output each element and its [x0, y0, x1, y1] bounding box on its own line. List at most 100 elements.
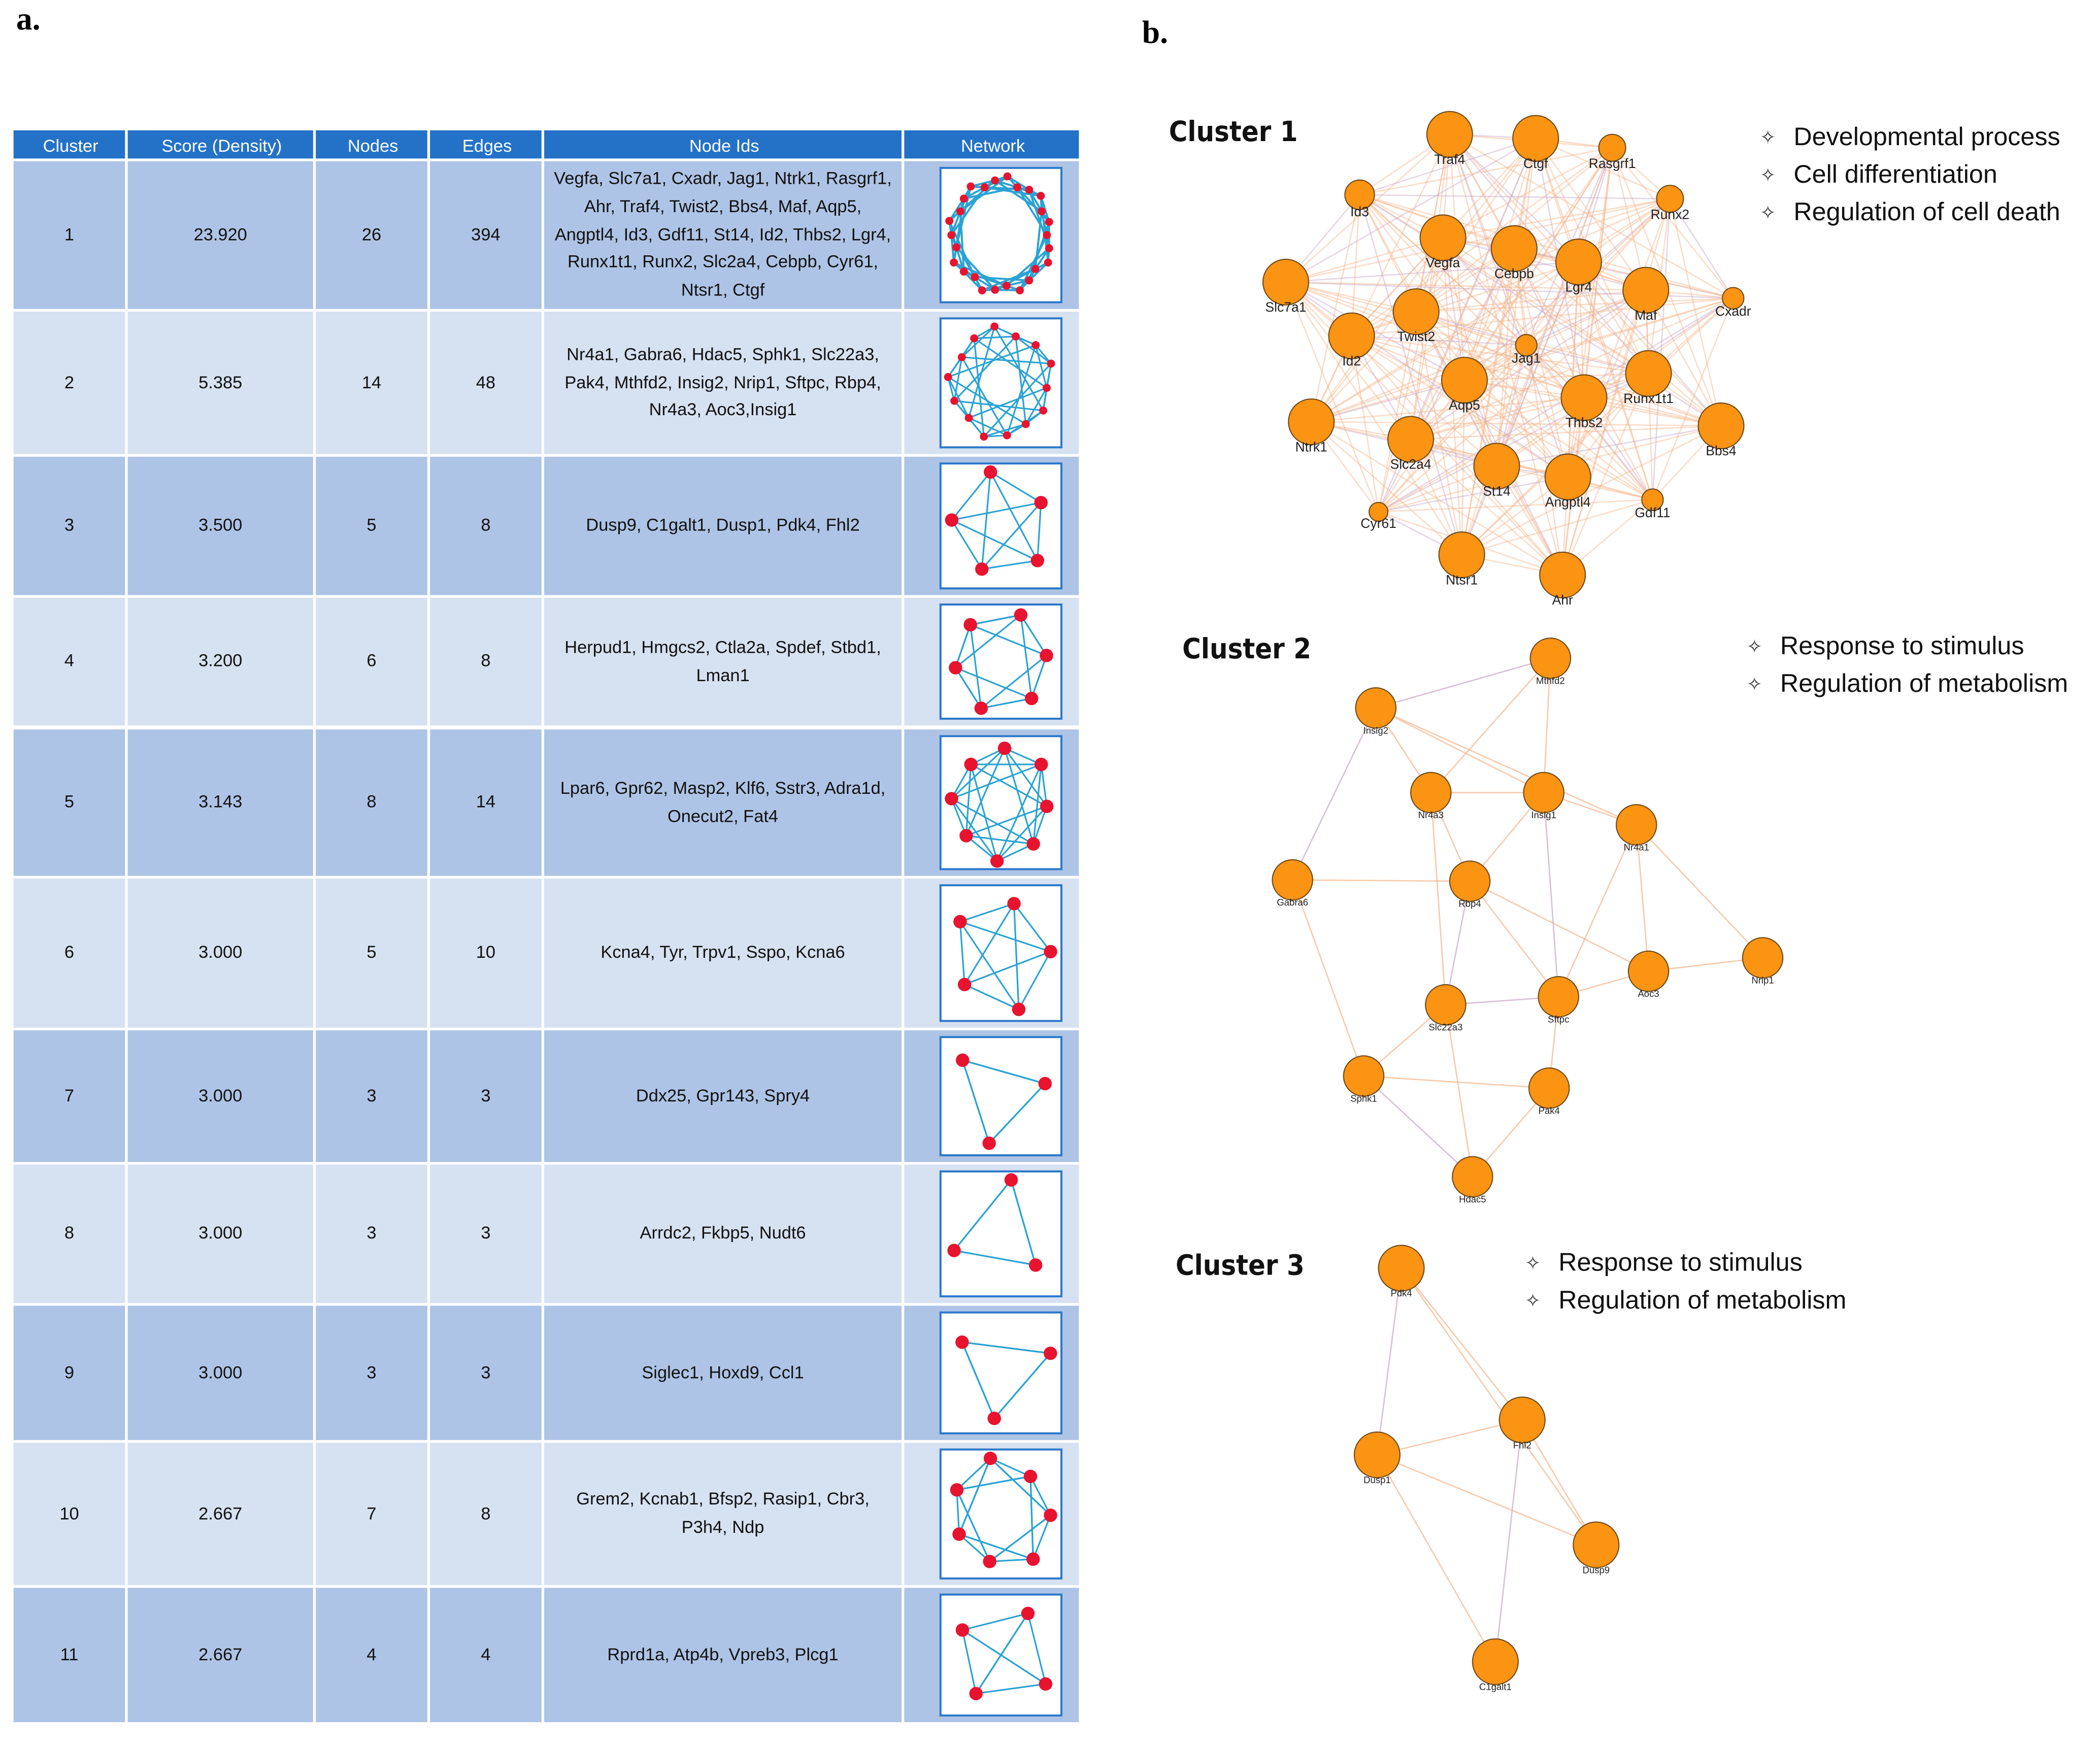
table-cell — [13, 878, 125, 1028]
network-edge — [1410, 397, 1584, 440]
table-cell — [544, 1164, 902, 1303]
thumb-edge — [966, 834, 1034, 845]
network-edge — [1496, 261, 1580, 466]
network-edge — [1359, 194, 1670, 200]
cell-box: Lpar6, Gpr62, Masp2, Klf6, Sstr3, Adra1d… — [560, 778, 886, 826]
network-edge — [1375, 707, 1544, 793]
thumb-node — [945, 217, 954, 225]
thumb-edge — [961, 356, 1008, 436]
network-edge — [1359, 194, 1527, 346]
thumb-node — [1003, 172, 1012, 181]
thumb-edge — [1032, 764, 1042, 844]
cell-text: Kcna4, Tyr, Trpv1, Sspo, Kcna6 — [601, 942, 845, 962]
thumb-node — [955, 1053, 970, 1067]
cell-text: 6 — [64, 942, 75, 962]
network-node — [1573, 1521, 1620, 1568]
thumb-edge — [1020, 614, 1047, 656]
table-cell — [430, 161, 542, 309]
cell-box: 5 — [366, 515, 376, 535]
thumb-edge — [948, 198, 965, 222]
cell-box: 3 — [366, 1085, 377, 1106]
network-edge — [1416, 311, 1585, 398]
network-edge — [1535, 138, 1647, 291]
thumb-edge — [962, 1341, 1051, 1354]
node-label: Ctgf — [1523, 156, 1548, 171]
network-edge — [1442, 237, 1585, 398]
thumb-edge — [1018, 951, 1051, 1010]
thumb-node — [971, 273, 979, 281]
network-edge — [1351, 335, 1649, 375]
node-label: C1galt1 — [1479, 1682, 1512, 1692]
table-cell — [430, 878, 542, 1028]
network-edge — [1496, 373, 1649, 467]
thumb-node — [975, 562, 989, 576]
thumb-edge — [958, 1458, 991, 1535]
thumb-node — [969, 1687, 983, 1700]
network-node — [1288, 398, 1335, 446]
network-edge — [1449, 134, 1527, 346]
thumb-edge — [1027, 1613, 1047, 1685]
thumb-edge — [951, 471, 991, 521]
network-edge — [1359, 194, 1653, 500]
thumb-node — [1044, 258, 1052, 267]
thumb-node — [950, 258, 958, 267]
thumb-edge — [968, 417, 1008, 437]
thumb-edge — [981, 559, 1038, 570]
table-cell — [544, 1443, 902, 1585]
network-edge — [1410, 439, 1563, 576]
network-node — [1328, 312, 1375, 359]
network-node — [1426, 111, 1473, 158]
network-node — [1625, 350, 1672, 397]
cell-text: 3 — [481, 1361, 491, 1382]
network-edge — [1514, 198, 1671, 249]
network-edge — [1410, 373, 1649, 440]
node-label: Slc2a4 — [1390, 457, 1431, 472]
thumb-edge — [955, 667, 1032, 699]
node-label: Twist2 — [1397, 329, 1435, 344]
network-edge — [1416, 311, 1721, 427]
thumb-node — [1025, 185, 1034, 194]
cell-text: 7 — [64, 1085, 75, 1106]
thumb-edge — [974, 338, 1047, 389]
node-label: Insig1 — [1531, 810, 1556, 820]
network-node — [1622, 266, 1670, 314]
cell-text: 3 — [366, 1085, 377, 1106]
table-cell — [544, 1030, 902, 1162]
cell-text: 5 — [366, 942, 377, 962]
network-edge — [1514, 248, 1722, 426]
table-cell — [544, 1305, 902, 1441]
thumb-node — [964, 757, 978, 772]
cell-box: 3.500 — [198, 515, 242, 535]
table-cell — [13, 312, 125, 454]
network-edge — [1461, 297, 1734, 556]
network-edge — [1567, 262, 1580, 477]
network-edge — [1311, 138, 1537, 422]
network-edge — [1359, 194, 1734, 299]
thumb-edge — [956, 1489, 991, 1562]
thumb-edge — [970, 624, 1047, 656]
cell-box: 3.000 — [198, 1223, 242, 1243]
network-edge — [1376, 1268, 1402, 1455]
network-edge — [1351, 248, 1515, 337]
thumb-edge — [956, 1476, 1031, 1491]
term: Cell differentiation — [1793, 159, 1997, 188]
bullet: ✧ — [1760, 202, 1776, 223]
thumbnail-box — [939, 884, 1062, 1022]
network-edge — [1496, 248, 1515, 466]
thumb-edge — [961, 1630, 977, 1694]
table-cell — [13, 729, 125, 876]
network-edge — [1636, 824, 1649, 972]
cell-text: 10 — [59, 1502, 79, 1523]
node-label: Gabra6 — [1277, 897, 1308, 908]
network-edge — [1464, 379, 1653, 500]
thumb-edge — [954, 667, 982, 709]
table-cell — [127, 312, 313, 454]
thumb-node — [1028, 1258, 1043, 1272]
network-node — [1656, 185, 1684, 213]
cell-box: Ddx25, Gpr143, Spry4 — [636, 1085, 810, 1105]
thumb-edge — [993, 1353, 1051, 1419]
thumb-edge — [961, 1060, 990, 1144]
network-node — [1539, 551, 1586, 598]
network-edge — [1377, 1419, 1523, 1456]
network-edge — [1514, 248, 1734, 299]
